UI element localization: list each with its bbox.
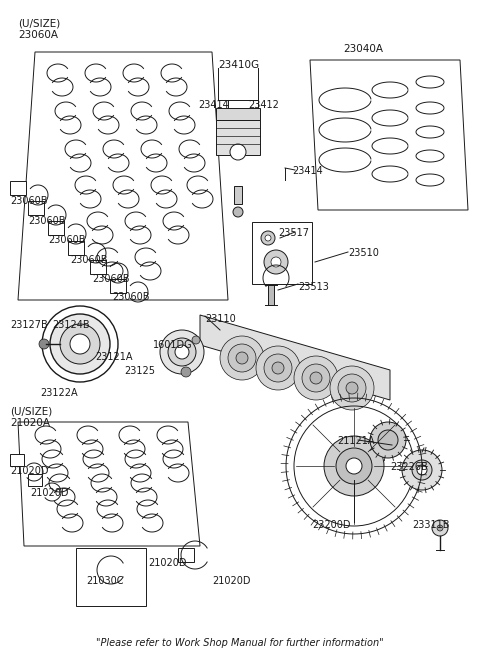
Text: 23410G: 23410G — [218, 60, 259, 70]
Text: 23510: 23510 — [348, 248, 379, 258]
Text: (U/SIZE): (U/SIZE) — [18, 18, 60, 28]
Text: 23124B: 23124B — [52, 320, 90, 330]
Circle shape — [228, 344, 256, 372]
Text: 23060B: 23060B — [112, 292, 149, 302]
Text: 23060B: 23060B — [70, 255, 108, 265]
Text: 23122A: 23122A — [40, 388, 78, 398]
Bar — [178, 548, 194, 562]
Circle shape — [175, 345, 189, 359]
Circle shape — [346, 382, 358, 394]
Circle shape — [181, 367, 191, 377]
Circle shape — [256, 346, 300, 390]
Circle shape — [336, 448, 372, 484]
Circle shape — [412, 460, 432, 480]
Bar — [234, 186, 242, 204]
Circle shape — [236, 352, 248, 364]
Circle shape — [261, 231, 275, 245]
Circle shape — [264, 354, 292, 382]
Bar — [268, 285, 274, 305]
Text: 23121A: 23121A — [95, 352, 132, 362]
Circle shape — [310, 372, 322, 384]
Text: (U/SIZE): (U/SIZE) — [10, 406, 52, 416]
Circle shape — [346, 458, 362, 474]
Bar — [90, 260, 106, 274]
Text: 21020D: 21020D — [148, 558, 187, 568]
Circle shape — [168, 338, 196, 366]
Bar — [10, 181, 26, 195]
Bar — [28, 201, 44, 215]
Polygon shape — [200, 315, 390, 400]
Circle shape — [324, 436, 384, 496]
Text: "Please refer to Work Shop Manual for further information": "Please refer to Work Shop Manual for fu… — [96, 638, 384, 648]
Circle shape — [230, 144, 246, 160]
Bar — [216, 120, 260, 155]
Bar — [68, 241, 84, 255]
Circle shape — [370, 422, 406, 458]
Circle shape — [264, 250, 288, 274]
Text: 23127B: 23127B — [10, 320, 48, 330]
Text: 21020A: 21020A — [10, 418, 50, 428]
Text: 21121A: 21121A — [337, 436, 374, 446]
Text: 21020D: 21020D — [212, 576, 251, 586]
Circle shape — [378, 430, 398, 450]
Text: 23110: 23110 — [205, 314, 236, 324]
Text: 23060B: 23060B — [10, 196, 48, 206]
Circle shape — [160, 330, 204, 374]
Circle shape — [233, 207, 243, 217]
Text: 23517: 23517 — [278, 228, 309, 238]
Circle shape — [302, 364, 330, 392]
Text: 1601DG: 1601DG — [153, 340, 192, 350]
Text: 23060B: 23060B — [48, 235, 85, 245]
Bar — [76, 548, 146, 606]
Circle shape — [402, 450, 442, 490]
Text: 21020D: 21020D — [30, 488, 69, 498]
Circle shape — [294, 356, 338, 400]
Circle shape — [330, 366, 374, 410]
Circle shape — [417, 465, 427, 475]
Text: 23040A: 23040A — [343, 44, 383, 54]
Circle shape — [70, 334, 90, 354]
Text: 23060B: 23060B — [28, 216, 65, 226]
Text: 23412: 23412 — [248, 100, 279, 110]
Text: 23414: 23414 — [292, 166, 323, 176]
Text: 23060B: 23060B — [92, 274, 130, 284]
Circle shape — [437, 525, 443, 531]
Circle shape — [271, 257, 281, 267]
Text: 23125: 23125 — [124, 366, 155, 376]
Text: 23060A: 23060A — [18, 30, 58, 40]
Circle shape — [272, 362, 284, 374]
Text: 23226B: 23226B — [390, 462, 428, 472]
Text: 23513: 23513 — [298, 282, 329, 292]
Text: 23200D: 23200D — [312, 520, 350, 530]
Text: 21030C: 21030C — [86, 576, 123, 586]
Text: 23311B: 23311B — [412, 520, 449, 530]
Bar — [110, 279, 126, 293]
Circle shape — [338, 374, 366, 402]
Circle shape — [39, 339, 49, 349]
Circle shape — [192, 336, 200, 344]
Circle shape — [50, 314, 110, 374]
Bar — [252, 222, 312, 284]
Bar — [10, 454, 24, 466]
Text: 21020D: 21020D — [10, 466, 48, 476]
Circle shape — [220, 336, 264, 380]
Bar — [48, 221, 64, 235]
Bar — [216, 108, 260, 120]
Bar — [28, 474, 42, 486]
Text: 23414: 23414 — [198, 100, 229, 110]
Circle shape — [265, 235, 271, 241]
Circle shape — [60, 324, 100, 364]
Circle shape — [432, 520, 448, 536]
